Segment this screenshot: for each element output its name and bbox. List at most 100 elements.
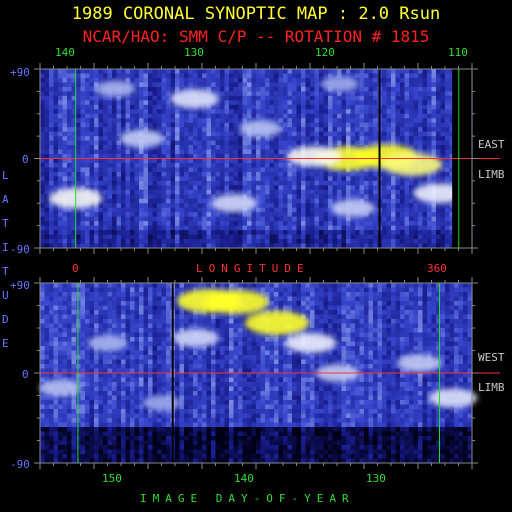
texture-cell — [44, 127, 50, 133]
texture-cell — [247, 234, 253, 240]
texture-cell — [314, 171, 320, 177]
texture-cell — [71, 100, 77, 106]
texture-cell — [80, 283, 86, 289]
texture-cell — [107, 287, 113, 293]
texture-cell — [404, 131, 410, 137]
texture-cell — [359, 136, 365, 142]
texture-cell — [49, 301, 55, 307]
texture-cell — [49, 230, 55, 236]
texture-cell — [152, 373, 158, 379]
texture-cell — [134, 422, 140, 428]
texture-cell — [139, 431, 145, 437]
texture-cell — [215, 104, 221, 110]
texture-cell — [157, 158, 163, 164]
texture-cell — [265, 113, 271, 119]
texture-cell — [265, 82, 271, 88]
texture-cell — [85, 221, 91, 227]
texture-cell — [112, 73, 118, 79]
texture-cell — [89, 239, 95, 245]
texture-cell — [413, 180, 419, 186]
texture-cell — [116, 382, 122, 388]
texture-cell — [265, 189, 271, 195]
texture-cell — [323, 203, 329, 209]
texture-cell — [53, 109, 59, 115]
texture-cell — [193, 194, 199, 200]
texture-cell — [337, 194, 343, 200]
texture-cell — [53, 162, 59, 169]
texture-cell — [44, 100, 50, 106]
texture-cell — [386, 100, 392, 106]
texture-cell — [337, 95, 343, 101]
texture-cell — [418, 127, 424, 133]
texture-cell — [125, 95, 131, 101]
texture-cell — [67, 225, 73, 231]
texture-cell — [319, 203, 325, 209]
texture-cell — [53, 418, 59, 424]
texture-cell — [62, 234, 68, 240]
texture-cell — [332, 198, 338, 204]
texture-cell — [211, 113, 217, 119]
texture-cell — [85, 422, 91, 428]
texture-cell — [413, 127, 419, 133]
texture-cell — [422, 122, 428, 128]
texture-cell — [445, 216, 451, 222]
texture-cell — [80, 404, 86, 410]
texture-cell — [391, 239, 397, 245]
texture-cell — [85, 243, 91, 249]
texture-cell — [166, 283, 172, 289]
texture-cell — [346, 225, 352, 231]
texture-cell — [112, 292, 118, 298]
texture-cell — [53, 314, 59, 320]
texture-cell — [391, 109, 397, 115]
texture-cell — [130, 391, 136, 397]
texture-cell — [161, 337, 167, 343]
texture-cell — [67, 113, 73, 119]
texture-cell — [310, 122, 316, 128]
texture-cell — [404, 212, 410, 218]
texture-cell — [98, 386, 104, 392]
texture-cell — [98, 212, 104, 218]
texture-cell — [409, 176, 415, 182]
texture-cell — [71, 127, 77, 133]
texture-cell — [53, 140, 59, 146]
texture-cell — [143, 458, 149, 464]
texture-cell — [211, 154, 217, 160]
texture-cell — [193, 131, 199, 137]
texture-cell — [139, 395, 145, 401]
texture-cell — [175, 189, 181, 195]
texture-cell — [274, 82, 280, 88]
texture-cell — [413, 140, 419, 146]
texture-cell — [391, 77, 397, 84]
texture-cell — [71, 458, 77, 464]
texture-cell — [166, 230, 172, 236]
texture-cell — [202, 198, 208, 204]
feature-layer — [49, 76, 465, 218]
texture-cell — [130, 91, 136, 97]
texture-cell — [134, 162, 140, 169]
texture-cell — [103, 440, 109, 446]
texture-cell — [184, 86, 190, 92]
texture-cell — [184, 109, 190, 115]
texture-cell — [62, 145, 68, 151]
texture-cell — [386, 91, 392, 97]
texture-cell — [112, 140, 118, 146]
texture-cell — [292, 77, 298, 84]
texture-cell — [413, 104, 419, 110]
texture-cell — [152, 364, 158, 370]
texture-cell — [80, 296, 86, 302]
texture-cell — [125, 359, 131, 365]
texture-cell — [80, 319, 86, 325]
texture-cell — [251, 154, 257, 160]
texture-cell — [58, 136, 64, 142]
texture-cell — [206, 203, 212, 209]
texture-cell — [206, 113, 212, 119]
texture-cell — [98, 69, 104, 75]
texture-cell — [62, 136, 68, 142]
texture-cell — [170, 149, 176, 155]
texture-cell — [256, 234, 262, 240]
texture-cell — [121, 198, 127, 204]
texture-cell — [251, 86, 257, 92]
texture-cell — [202, 167, 208, 173]
texture-cell — [283, 118, 289, 124]
texture-cell — [350, 136, 356, 142]
